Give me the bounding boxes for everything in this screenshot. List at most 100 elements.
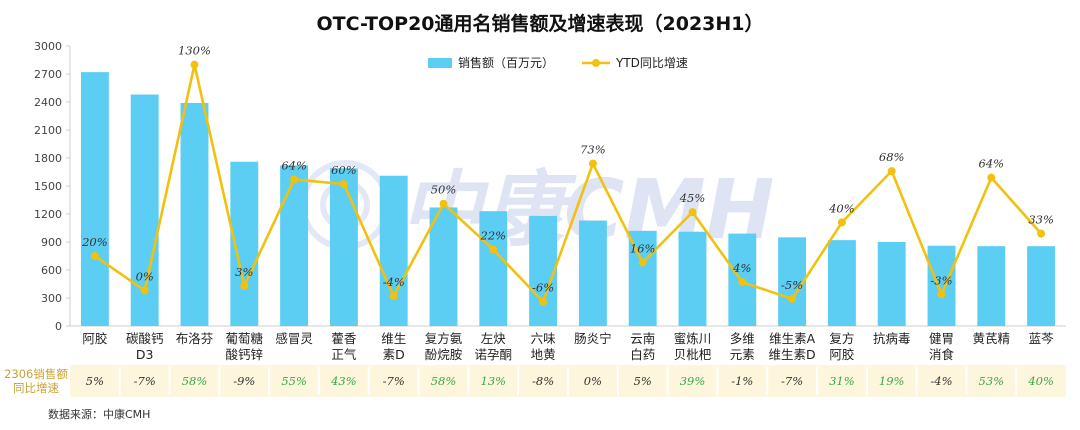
category-label: 感冒灵	[275, 331, 313, 346]
category-label: 消食	[929, 347, 955, 362]
point-label: 130%	[178, 44, 211, 58]
category-label: 酸钙锌	[226, 347, 264, 362]
table-cell-value: 43%	[330, 374, 357, 388]
category-label: 蜜炼川	[674, 331, 712, 346]
bar	[379, 175, 408, 326]
table-cell-value: -4%	[930, 374, 952, 388]
table-cell-value: -7%	[383, 374, 405, 388]
line-point	[489, 245, 498, 254]
point-label: 22%	[480, 228, 507, 242]
table-cell-value: 0%	[584, 374, 602, 388]
bar	[479, 211, 508, 326]
line-point	[439, 199, 448, 208]
category-label: 蓝芩	[1029, 331, 1055, 346]
table-cell-value: -7%	[781, 374, 803, 388]
bar	[778, 237, 807, 326]
table-cell-value: 5%	[634, 374, 652, 388]
point-label: 60%	[331, 163, 357, 177]
category-label: 阿胶	[829, 347, 854, 362]
legend: 销售额（百万元） YTD同比增速	[428, 55, 688, 70]
table-cell-value: 19%	[879, 374, 905, 388]
line-point	[90, 252, 99, 260]
category-label: D3	[136, 347, 154, 362]
y-tick-label: 3000	[34, 40, 62, 53]
line-point	[937, 290, 946, 299]
legend-bar-label: 销售额（百万元）	[458, 55, 554, 70]
table-row-label: 同比增速	[13, 381, 59, 395]
line-point	[788, 294, 797, 303]
table-cell-value: 5%	[86, 374, 104, 388]
point-label: -6%	[532, 281, 554, 295]
point-label: 3%	[235, 265, 253, 279]
line-point	[1037, 229, 1046, 238]
bar	[678, 231, 707, 326]
category-label: 素D	[383, 347, 405, 362]
bar	[827, 240, 856, 326]
bar	[977, 246, 1006, 326]
point-label: 20%	[81, 235, 108, 249]
category-label: 布洛芬	[176, 331, 214, 346]
category-label: 维生素D	[769, 347, 816, 362]
bar	[429, 207, 458, 326]
line-point	[140, 286, 149, 295]
table-cell-value: 58%	[431, 374, 457, 388]
y-tick-label: 1500	[34, 180, 62, 193]
table-cell-value: 53%	[979, 374, 1005, 388]
category-label: 维生	[381, 331, 406, 346]
category-label: 云南	[630, 331, 655, 346]
category-label: 健胃	[929, 331, 954, 346]
line-point	[339, 180, 348, 189]
line-point	[837, 218, 846, 227]
y-axis: 0 300 600 900 1200 1500 1800 2100 2400 2700 3000	[34, 40, 1066, 333]
line-point	[240, 281, 249, 290]
category-label: 酚烷胺	[425, 347, 463, 362]
category-label: 诺孕酮	[475, 347, 513, 362]
point-label: 73%	[580, 143, 606, 157]
point-label: 4%	[732, 261, 751, 275]
bar	[329, 168, 358, 326]
point-label: 68%	[879, 150, 905, 164]
category-label: 白药	[630, 347, 655, 362]
table-cell-value: 55%	[281, 374, 307, 388]
table-cell-value: 31%	[829, 374, 855, 388]
bar	[529, 215, 558, 326]
line-point	[738, 278, 747, 287]
point-label: 40%	[828, 201, 855, 215]
point-label: 45%	[679, 191, 706, 205]
category-label: 复方	[829, 331, 854, 346]
y-tick-label: 600	[41, 264, 62, 277]
table-cell-value: -1%	[731, 374, 753, 388]
category-label: 地黄	[531, 347, 556, 362]
bar-series	[80, 72, 1056, 327]
table-cell-value: 13%	[481, 374, 507, 388]
category-label: 抗病毒	[873, 331, 911, 346]
table-cell-value: -9%	[233, 374, 255, 388]
legend-line-label: YTD同比增速	[615, 56, 688, 70]
category-label: 黄芪精	[973, 331, 1011, 346]
category-label: 多维	[730, 331, 755, 346]
category-label: 维生素A	[769, 331, 816, 346]
bar	[578, 220, 607, 326]
source-note: 数据来源：中康CMH	[48, 407, 150, 421]
point-label: -4%	[383, 275, 405, 289]
point-label: -5%	[781, 278, 803, 292]
line-point	[190, 60, 199, 69]
table-cell-value: 58%	[182, 374, 208, 388]
point-label: 50%	[431, 183, 457, 197]
category-label: 贝枇杷	[674, 347, 712, 362]
line-point	[389, 292, 398, 301]
growth-line	[94, 63, 1043, 304]
category-label: 肠炎宁	[574, 331, 612, 346]
category-label: 六味	[531, 331, 557, 346]
line-point	[688, 208, 697, 217]
point-label: 64%	[979, 157, 1005, 171]
table-cell-value: -7%	[134, 374, 156, 388]
category-label: 葡萄糖	[226, 331, 264, 346]
bar	[280, 165, 309, 326]
line-point	[987, 173, 996, 182]
point-label: 33%	[1028, 213, 1054, 227]
bar	[877, 242, 906, 326]
point-label: -3%	[930, 273, 952, 287]
